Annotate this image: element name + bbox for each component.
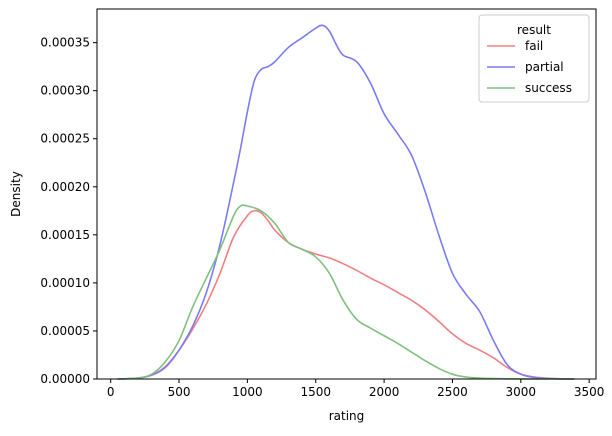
legend-box xyxy=(478,14,590,103)
legend-label-success: success xyxy=(525,81,572,95)
x-tick-label: 3000 xyxy=(506,385,537,399)
x-tick-label: 1000 xyxy=(232,385,263,399)
legend: result fail partial success xyxy=(478,14,590,103)
legend-label-partial: partial xyxy=(525,60,564,74)
x-tick-label: 2500 xyxy=(437,385,468,399)
plot-frame xyxy=(96,8,597,380)
y-tick-label: 0.00030 xyxy=(40,84,90,98)
y-tick-label: 0.00020 xyxy=(40,180,90,194)
series-line-fail xyxy=(117,209,575,380)
legend-label-fail: fail xyxy=(525,39,543,53)
x-tick-label: 1500 xyxy=(300,385,331,399)
y-tick-label: 0.00000 xyxy=(40,372,90,386)
y-tick-label: 0.00025 xyxy=(40,132,90,146)
y-tick-label: 0.00035 xyxy=(40,36,90,50)
series-line-partial xyxy=(117,24,575,380)
y-tick-label: 0.00010 xyxy=(40,276,90,290)
y-axis-label: Density xyxy=(9,171,23,217)
y-tick-label: 0.00015 xyxy=(40,228,90,242)
x-tick-label: 0 xyxy=(107,385,115,399)
series-line-success xyxy=(117,204,575,380)
y-tick-label: 0.00005 xyxy=(40,324,90,338)
y-axis: 0.00000 0.00005 0.00010 0.00015 0.00020 0.000… xyxy=(40,36,97,386)
x-axis-label: rating xyxy=(329,409,365,423)
x-tick-label: 2000 xyxy=(369,385,400,399)
legend-items: fail partial success xyxy=(487,39,572,95)
x-tick-label: 500 xyxy=(168,385,191,399)
legend-title: result xyxy=(517,23,551,37)
x-tick-label: 3500 xyxy=(574,385,605,399)
x-axis: 0 500 1000 1500 2000 2500 3000 3500 xyxy=(107,379,605,399)
